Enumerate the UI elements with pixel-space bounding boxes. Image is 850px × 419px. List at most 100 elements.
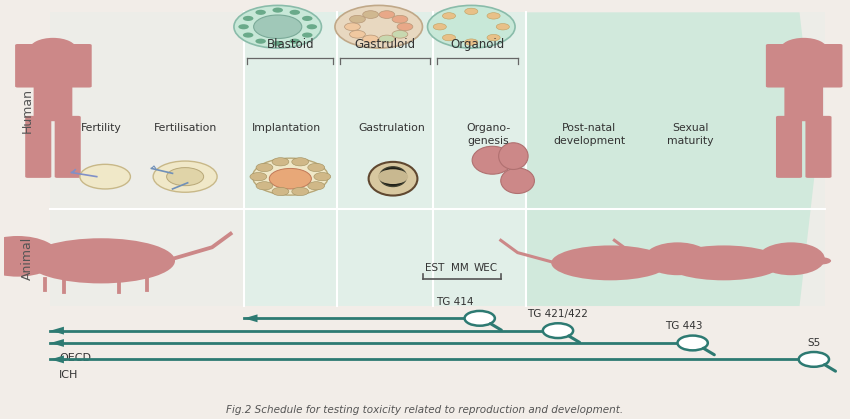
Circle shape — [379, 35, 394, 43]
Ellipse shape — [501, 168, 535, 194]
Ellipse shape — [369, 162, 417, 196]
Circle shape — [273, 41, 283, 46]
Circle shape — [80, 164, 130, 189]
Polygon shape — [50, 355, 64, 363]
Circle shape — [349, 31, 366, 38]
Circle shape — [292, 158, 309, 166]
Circle shape — [256, 182, 273, 190]
Text: MM: MM — [451, 263, 469, 273]
Text: Sexual
maturity: Sexual maturity — [667, 123, 713, 146]
Text: TG 443: TG 443 — [666, 321, 703, 331]
Circle shape — [256, 163, 273, 172]
Circle shape — [167, 168, 204, 186]
Text: Blastoid: Blastoid — [267, 39, 314, 52]
Circle shape — [428, 5, 515, 48]
Circle shape — [30, 38, 76, 61]
Text: Implantation: Implantation — [252, 123, 320, 133]
Ellipse shape — [499, 143, 528, 169]
Circle shape — [392, 16, 408, 23]
Circle shape — [272, 158, 289, 166]
FancyBboxPatch shape — [806, 116, 831, 178]
Ellipse shape — [472, 146, 513, 174]
Circle shape — [443, 13, 456, 19]
Text: TG 414: TG 414 — [436, 297, 473, 307]
FancyBboxPatch shape — [15, 44, 41, 88]
Text: Human: Human — [21, 88, 34, 133]
Circle shape — [335, 5, 422, 48]
Circle shape — [349, 16, 366, 23]
Ellipse shape — [696, 257, 717, 264]
Circle shape — [308, 182, 325, 190]
Text: Fertilisation: Fertilisation — [154, 123, 217, 133]
Text: Organo-
genesis: Organo- genesis — [466, 123, 510, 146]
Circle shape — [253, 15, 302, 39]
Circle shape — [243, 16, 253, 21]
Circle shape — [465, 39, 478, 45]
Circle shape — [397, 23, 413, 31]
Circle shape — [363, 11, 378, 18]
Circle shape — [780, 38, 827, 61]
Circle shape — [302, 33, 313, 38]
Circle shape — [487, 13, 500, 19]
Circle shape — [465, 8, 478, 15]
Text: Post-natal
development: Post-natal development — [553, 123, 626, 146]
Circle shape — [677, 336, 708, 350]
FancyBboxPatch shape — [65, 44, 92, 88]
Circle shape — [543, 323, 573, 338]
Circle shape — [243, 33, 253, 38]
Polygon shape — [50, 327, 64, 335]
Circle shape — [465, 311, 495, 326]
Circle shape — [255, 10, 266, 15]
Circle shape — [799, 352, 829, 367]
Circle shape — [307, 24, 317, 29]
Circle shape — [363, 35, 378, 43]
FancyBboxPatch shape — [816, 44, 842, 88]
Circle shape — [269, 168, 311, 189]
Text: WEC: WEC — [473, 263, 497, 273]
Text: Gastrulation: Gastrulation — [358, 123, 425, 133]
Ellipse shape — [27, 238, 175, 283]
Circle shape — [496, 23, 509, 30]
Circle shape — [378, 169, 408, 184]
FancyBboxPatch shape — [34, 54, 72, 121]
Ellipse shape — [810, 257, 831, 264]
Text: ICH: ICH — [59, 370, 78, 380]
Circle shape — [379, 11, 394, 18]
FancyBboxPatch shape — [26, 116, 51, 178]
Bar — [50, 13, 824, 306]
Circle shape — [443, 34, 456, 41]
Text: OECD: OECD — [59, 353, 91, 363]
Circle shape — [308, 163, 325, 172]
Circle shape — [757, 242, 824, 275]
Circle shape — [153, 161, 217, 192]
Circle shape — [392, 31, 408, 38]
Circle shape — [252, 158, 328, 195]
Circle shape — [238, 24, 249, 29]
Circle shape — [434, 23, 446, 30]
Text: S5: S5 — [808, 338, 820, 348]
Polygon shape — [50, 339, 64, 347]
Circle shape — [250, 173, 267, 181]
FancyBboxPatch shape — [54, 116, 81, 178]
FancyBboxPatch shape — [785, 54, 823, 121]
Circle shape — [344, 23, 360, 31]
Circle shape — [255, 39, 266, 44]
Polygon shape — [526, 13, 816, 306]
Ellipse shape — [552, 246, 669, 280]
Circle shape — [0, 236, 60, 277]
Text: Fertility: Fertility — [81, 123, 122, 133]
Ellipse shape — [380, 167, 406, 186]
Circle shape — [487, 34, 500, 41]
Circle shape — [272, 187, 289, 196]
Circle shape — [273, 8, 283, 13]
Text: Gastruloid: Gastruloid — [354, 39, 416, 52]
Circle shape — [290, 10, 300, 15]
Circle shape — [302, 16, 313, 21]
FancyBboxPatch shape — [766, 44, 792, 88]
Circle shape — [314, 173, 331, 181]
FancyBboxPatch shape — [776, 116, 802, 178]
Bar — [244, 13, 526, 306]
Text: Fig.2 Schedule for testing toxicity related to reproduction and development.: Fig.2 Schedule for testing toxicity rela… — [226, 405, 624, 415]
Ellipse shape — [665, 246, 783, 280]
Text: EST: EST — [425, 263, 445, 273]
